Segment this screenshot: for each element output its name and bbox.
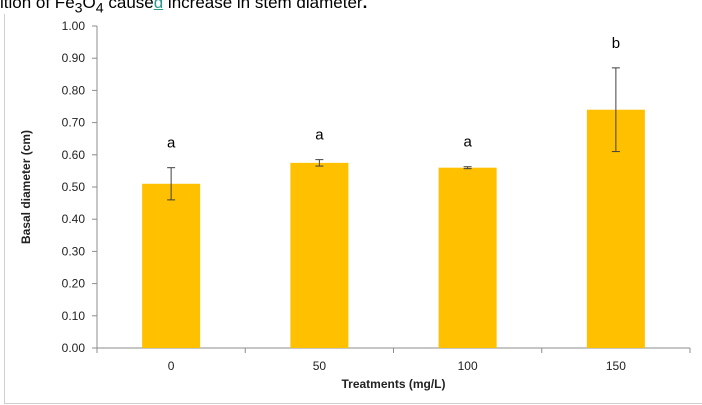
chart-frame (4, 14, 702, 404)
y-tick-label: 0.40 (62, 212, 86, 226)
significance-label: a (463, 134, 472, 151)
x-axis: 0 50 100 150 (96, 347, 691, 373)
bars (142, 109, 645, 348)
y-tick-label: 0.70 (62, 116, 86, 130)
caption-subscript-4: 4 (95, 0, 104, 17)
y-tick-label: 0.90 (62, 51, 86, 65)
x-axis-title: Treatments (mg/L) (341, 377, 445, 391)
x-tick-label: 0 (168, 359, 175, 373)
significance-label: a (167, 135, 176, 152)
bar-100 (438, 167, 497, 348)
caption-text-rest: increase in stem diameter (163, 0, 363, 12)
y-tick-label: 0.30 (62, 244, 86, 258)
y-tick-label: 1.00 (62, 19, 86, 33)
y-axis-title: Basal diameter (cm) (19, 130, 33, 244)
caption-text: ition of Fe (0, 0, 75, 12)
x-tick-label: 150 (606, 359, 626, 373)
y-axis: 0.00 0.10 0.20 0.30 0.40 0.50 0.60 0.70 0.80 0.90… (62, 19, 98, 355)
y-tick-label: 0.20 (62, 277, 86, 291)
y-tick-label: 0.50 (62, 180, 86, 194)
x-tick-label: 50 (313, 359, 327, 373)
y-tick-label: 0.10 (62, 309, 86, 323)
caption-text-cause: cause (103, 0, 154, 12)
caption-tracked-change: d (153, 0, 164, 12)
significance-label: b (612, 35, 620, 52)
error-bars (167, 67, 620, 201)
y-tick-label: 0.60 (62, 148, 86, 162)
significance-label: a (315, 127, 324, 144)
y-tick-label: 0.00 (62, 341, 86, 355)
significance-labels: a a a b (167, 35, 620, 152)
bar-50 (290, 162, 349, 348)
caption-text-o: O (82, 0, 96, 12)
x-tick-label: 100 (458, 359, 478, 373)
caption-subscript-3: 3 (74, 0, 83, 17)
figure-caption: ition of Fe3O4 caused increase in stem d… (0, 0, 702, 17)
bar-0 (142, 183, 201, 348)
caption-period: . (362, 0, 368, 12)
y-tick-label: 0.80 (62, 83, 86, 97)
